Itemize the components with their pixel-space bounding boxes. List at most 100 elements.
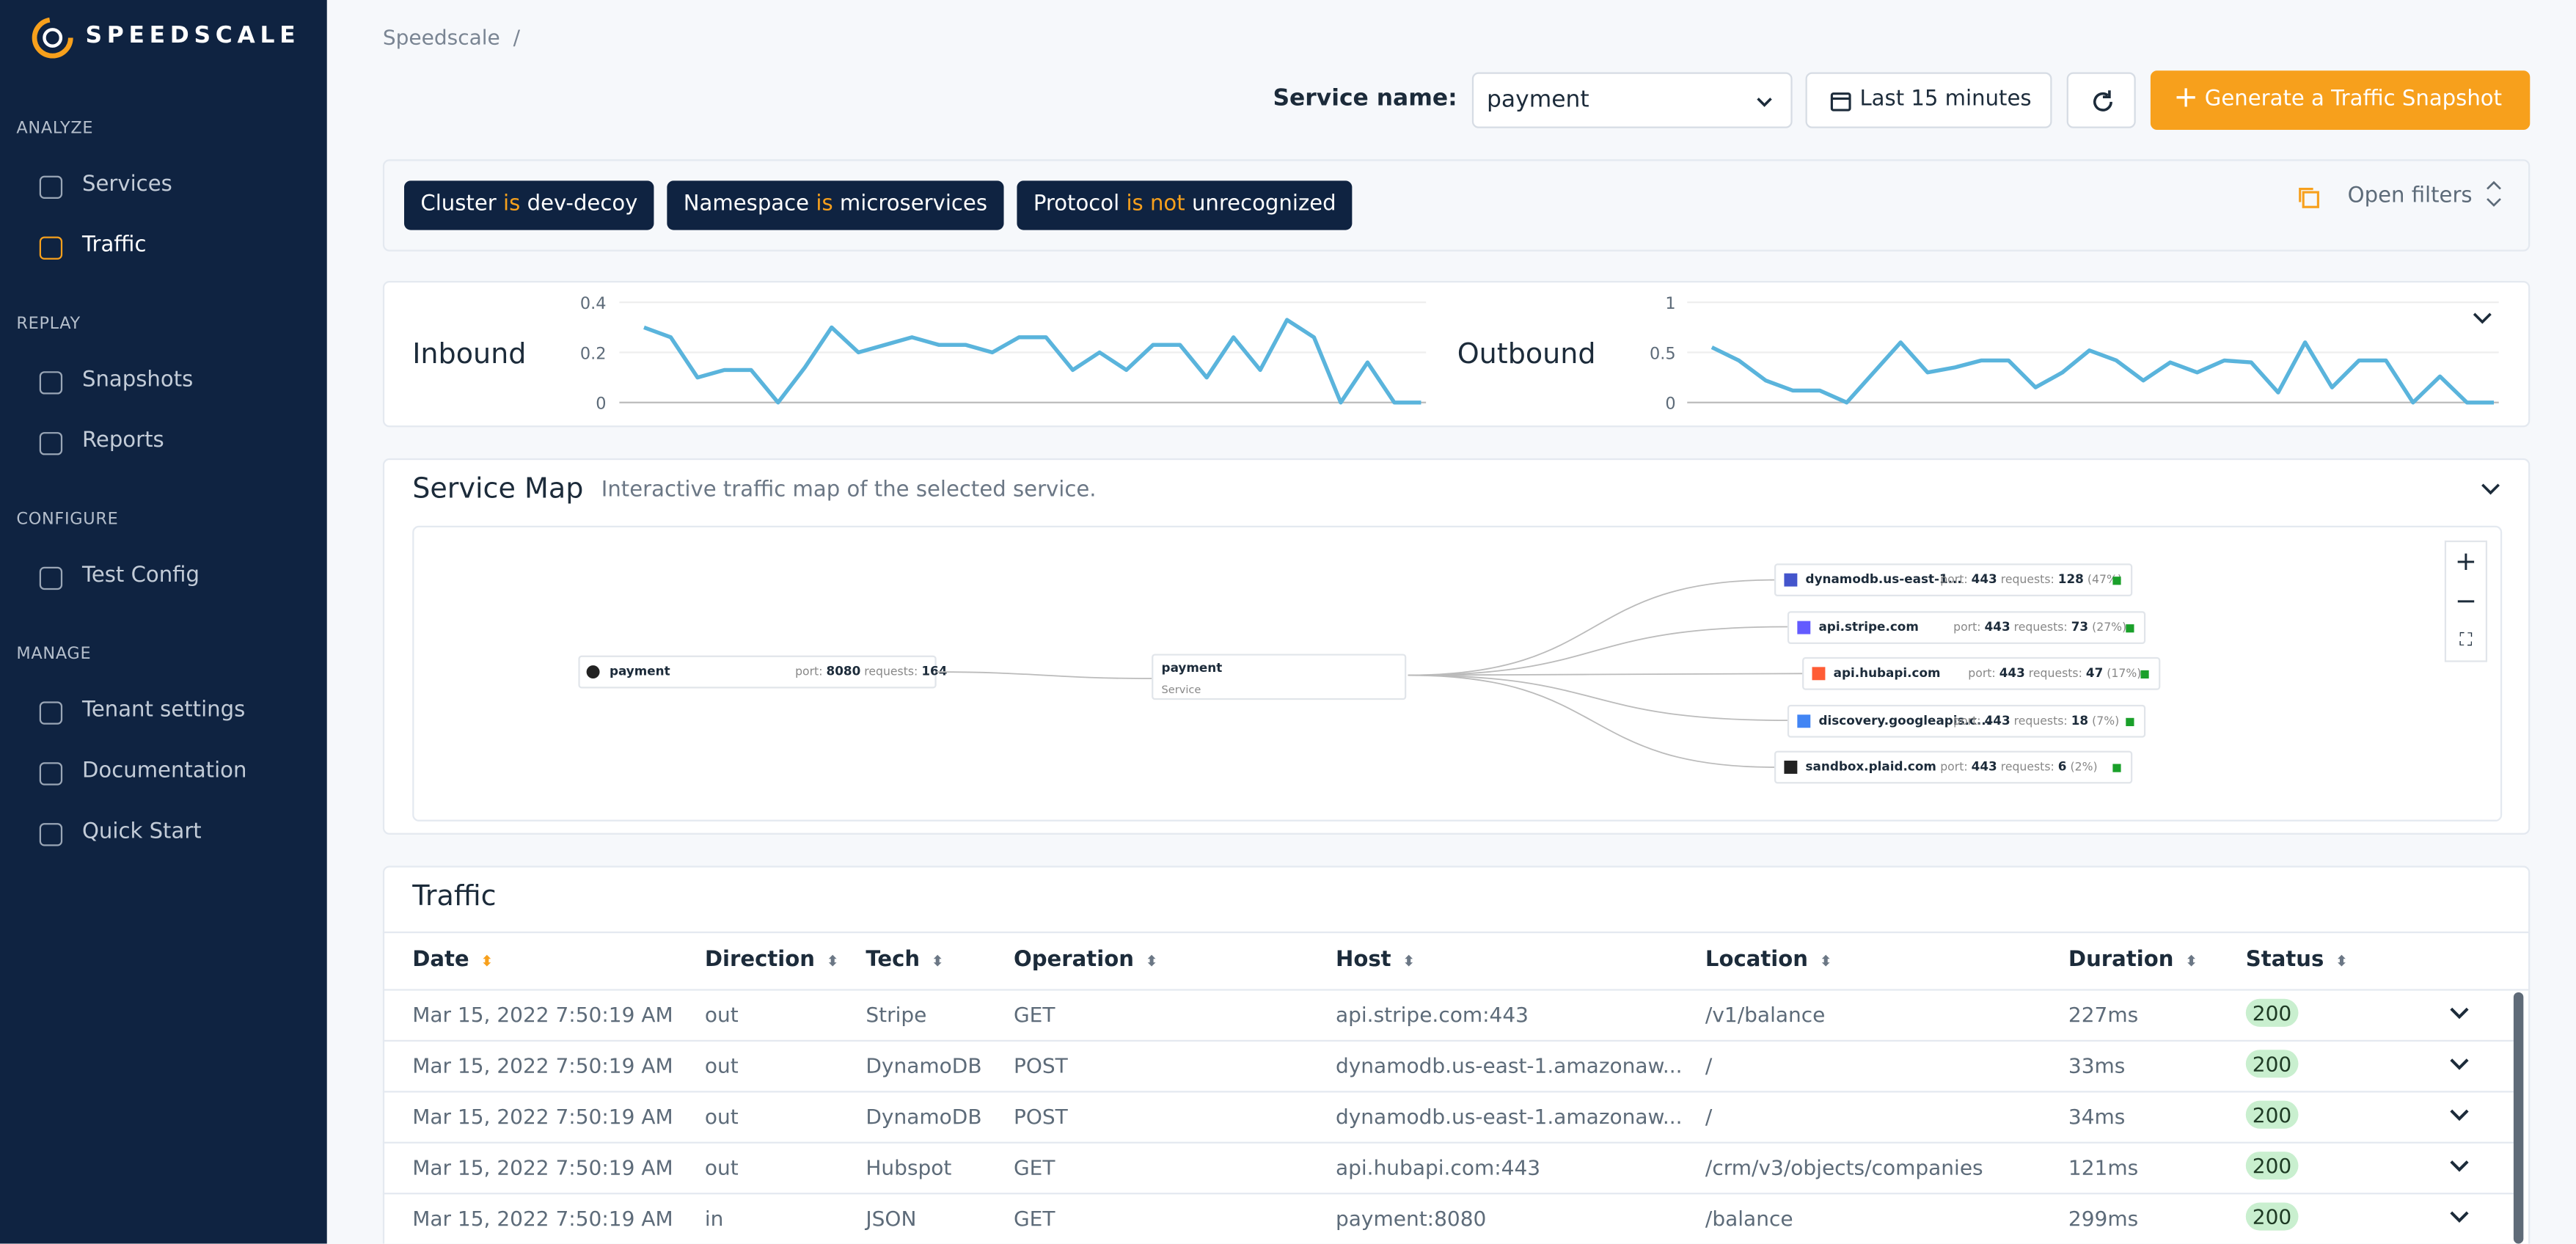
node-name: api.stripe.com xyxy=(1818,618,1919,634)
table-row xyxy=(382,1144,2514,1195)
refresh-icon xyxy=(2093,90,2112,111)
table-cell: payment:8080 xyxy=(1335,1206,1487,1231)
map-node[interactable]: api.stripe.com port: 443 requests: 73 (27… xyxy=(1787,610,2146,643)
nav-item[interactable]: Tenant settings xyxy=(81,698,246,723)
nav-item[interactable]: Traffic xyxy=(81,233,147,258)
port-label: port: xyxy=(795,665,823,679)
nav-section-title: REPLAY xyxy=(16,315,81,334)
column-header[interactable]: Direction ⬍ xyxy=(705,948,839,973)
nav-icon xyxy=(39,432,63,455)
status-pill: 200 xyxy=(2245,998,2299,1027)
fit-view[interactable]: ⛶ xyxy=(2459,629,2473,651)
logo-mark xyxy=(32,17,73,59)
nav-item[interactable]: Services xyxy=(81,172,172,197)
map-node[interactable]: sandbox.plaid.com port: 443 requests: 6 (… xyxy=(1774,750,2133,784)
node-icon xyxy=(586,665,600,679)
service-label: Service name: xyxy=(1273,85,1457,112)
scrollbar[interactable] xyxy=(2513,992,2524,1244)
share: (27%) xyxy=(2092,620,2127,634)
table-cell: dynamodb.us-east-1.amazonaw... xyxy=(1335,1104,1683,1129)
column-header[interactable]: Status ⬍ xyxy=(2246,948,2348,973)
refresh-button[interactable] xyxy=(2066,72,2136,128)
node-icon xyxy=(1812,667,1826,681)
nav-item[interactable]: Snapshots xyxy=(81,367,194,393)
plus-icon: + xyxy=(2173,80,2199,115)
nav-item[interactable]: Quick Start xyxy=(81,819,202,845)
table-cell: /crm/v3/objects/companies xyxy=(1705,1155,1983,1180)
table-cell: Mar 15, 2022 7:50:19 AM xyxy=(412,1002,673,1027)
column-header[interactable]: Operation ⬍ xyxy=(1014,948,1158,973)
table-cell: Mar 15, 2022 7:50:19 AM xyxy=(412,1053,673,1078)
node-name: payment xyxy=(1161,660,1223,676)
nav-icon xyxy=(39,701,63,725)
table-row xyxy=(382,1042,2514,1093)
node-info: port: 443 requests: 18 (7%) xyxy=(1953,706,2119,735)
map-node[interactable]: dynamodb.us-east-1... port: 443 requests:… xyxy=(1774,563,2133,597)
column-label: Duration xyxy=(2068,948,2174,973)
traffic-card xyxy=(382,866,2531,1244)
table-cell: / xyxy=(1705,1104,1713,1129)
open-filters[interactable]: Open filters xyxy=(2347,183,2473,209)
nav-item[interactable]: Reports xyxy=(81,428,164,454)
table-cell: GET xyxy=(1013,1206,1055,1231)
map-node[interactable]: discovery.googleapis.c... port: 443 reque… xyxy=(1787,703,2146,737)
table-header xyxy=(382,931,2531,991)
chip-field: Protocol xyxy=(1033,192,1120,217)
map-canvas[interactable] xyxy=(412,525,2503,822)
zoom-out[interactable]: − xyxy=(2454,585,2477,616)
column-header[interactable]: Location ⬍ xyxy=(1705,948,1832,973)
filter-chip[interactable]: Namespace is microservices xyxy=(667,180,1004,230)
zoom-in[interactable]: + xyxy=(2454,545,2477,577)
node-kind: Service xyxy=(1161,683,1201,697)
port: 8080 xyxy=(826,663,861,679)
table-cell: in xyxy=(704,1206,724,1231)
nav-icon xyxy=(39,823,63,846)
nav-item[interactable]: Documentation xyxy=(81,758,247,784)
sort-icon: ⬍ xyxy=(931,954,944,971)
column-header[interactable]: Tech ⬍ xyxy=(866,948,943,973)
column-header[interactable]: Date ⬍ xyxy=(412,948,493,973)
node-name: dynamodb.us-east-1... xyxy=(1805,571,1962,587)
map-node: payment Service xyxy=(1152,654,1407,700)
filter-chip[interactable]: Protocol is not unrecognized xyxy=(1017,180,1353,230)
port: 443 xyxy=(1971,758,1997,774)
node-icon xyxy=(1797,714,1811,728)
table-cell: GET xyxy=(1013,1002,1055,1027)
requests-label: requests: xyxy=(2000,761,2054,774)
time-range-button[interactable]: Last 15 minutes xyxy=(1805,72,2052,128)
table-cell: DynamoDB xyxy=(866,1053,982,1078)
nav-item[interactable]: Test Config xyxy=(81,563,200,588)
share: (2%) xyxy=(2070,761,2098,774)
nav-section-title: CONFIGURE xyxy=(16,511,119,530)
sort-icon: ⬍ xyxy=(826,954,839,971)
table-cell: 299ms xyxy=(2068,1206,2139,1231)
snapshot-button[interactable]: + Generate a Traffic Snapshot xyxy=(2150,70,2531,130)
requests-label: requests: xyxy=(2013,620,2068,634)
port: 443 xyxy=(1971,571,1997,587)
zoom-controls: + − ⛶ xyxy=(2444,540,2488,662)
copy-icon[interactable] xyxy=(2297,186,2319,208)
requests: 73 xyxy=(2071,618,2089,634)
snapshot-label: Generate a Traffic Snapshot xyxy=(2204,87,2503,112)
status-pill: 200 xyxy=(2245,1152,2299,1180)
column-label: Direction xyxy=(704,948,816,973)
node-info: port: 443 requests: 128 (47%) xyxy=(1940,565,2122,594)
table-cell: Stripe xyxy=(866,1002,927,1027)
requests-label: requests: xyxy=(864,665,918,679)
column-header[interactable]: Duration ⬍ xyxy=(2068,948,2198,973)
filter-chip[interactable]: Cluster is dev-decoy xyxy=(403,180,654,230)
port-label: port: xyxy=(1953,620,1981,634)
breadcrumb-separator: / xyxy=(513,24,521,50)
lock-icon xyxy=(2126,717,2134,725)
service-select[interactable]: payment xyxy=(1471,72,1793,128)
nav-icon xyxy=(39,566,63,590)
node-info: port: 443 requests: 73 (27%) xyxy=(1953,612,2126,641)
column-header[interactable]: Host ⬍ xyxy=(1336,948,1415,973)
map-node[interactable]: api.hubapi.com port: 443 requests: 47 (17… xyxy=(1802,656,2161,690)
lock-icon xyxy=(2140,670,2149,679)
requests: 6 xyxy=(2057,758,2067,774)
requests: 164 xyxy=(921,663,948,679)
table-row xyxy=(382,991,2514,1042)
breadcrumb-item[interactable]: Speedscale xyxy=(382,24,500,50)
